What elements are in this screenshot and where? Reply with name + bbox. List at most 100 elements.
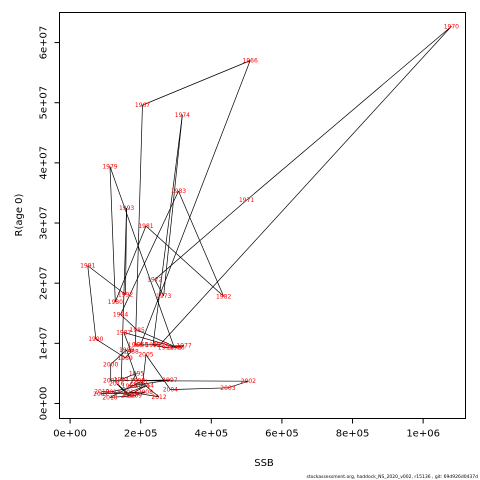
year-label-1995: 1995 <box>129 370 144 377</box>
series-segment <box>100 391 146 395</box>
year-label-1993: 1993 <box>119 205 134 212</box>
year-label-2010: 2010 <box>102 394 117 401</box>
year-label-1998: 1998 <box>130 378 145 385</box>
x-tick-label: 8e+05 <box>336 429 370 440</box>
series-segment <box>109 395 135 398</box>
series-segment <box>113 391 131 396</box>
year-label-2000: 2000 <box>103 361 118 368</box>
year-label-1979: 1979 <box>102 163 117 170</box>
series-segment <box>109 381 141 398</box>
y-tick-label: 2e+07 <box>39 266 50 300</box>
y-tick-label: 1e+07 <box>39 327 50 361</box>
year-label-1983: 1983 <box>171 188 186 195</box>
y-tick-label: 5e+07 <box>39 86 50 120</box>
x-tick-label: 6e+05 <box>265 429 299 440</box>
year-label-2019: 2019 <box>94 388 109 395</box>
year-label-1981: 1981 <box>138 223 153 230</box>
year-label-1971: 1971 <box>239 197 254 204</box>
series-segment <box>137 329 178 348</box>
series-segment <box>163 114 183 296</box>
series-segment <box>109 166 175 348</box>
year-label-1972: 1972 <box>147 277 162 284</box>
series-segment <box>130 391 160 398</box>
year-label-2001: 2001 <box>103 378 118 385</box>
year-label-1999: 1999 <box>119 347 134 354</box>
series-segment <box>116 383 131 396</box>
year-label-1967: 1967 <box>135 102 150 109</box>
year-label-1968: 1968 <box>128 342 143 349</box>
year-label-2013: 2013 <box>122 389 137 396</box>
x-tick-label: 0e+00 <box>53 429 87 440</box>
series-segment <box>135 105 143 346</box>
year-label-1970: 1970 <box>444 23 459 30</box>
series-segment <box>142 354 147 386</box>
y-tick-label: 0e+00 <box>39 387 50 421</box>
year-label-2009: 2009 <box>127 393 142 400</box>
year-label-1975: 1975 <box>145 342 160 349</box>
series-segment <box>135 344 161 346</box>
series-segment <box>95 338 126 359</box>
year-label-2014: 2014 <box>139 382 154 389</box>
x-axis: 0e+00 2e+05 4e+05 6e+05 8e+05 1e+06 <box>53 418 440 440</box>
year-label-1974: 1974 <box>175 112 190 119</box>
series-segment <box>114 225 147 302</box>
year-label-1985: 1985 <box>130 327 145 334</box>
series-segment <box>152 114 183 346</box>
year-label-1986: 1986 <box>169 345 184 352</box>
plot-frame <box>59 12 466 419</box>
series-segment <box>120 190 179 315</box>
year-label-2011: 2011 <box>133 379 148 386</box>
series-segment <box>145 354 171 390</box>
series-segment <box>110 380 249 382</box>
year-label-1997: 1997 <box>162 377 177 384</box>
year-label-2017: 2017 <box>122 392 137 399</box>
y-axis: 0e+00 1e+07 2e+07 3e+07 4e+07 5e+07 6e+07 <box>39 26 60 421</box>
series-segment <box>145 225 224 297</box>
year-label-1988: 1988 <box>124 349 139 356</box>
year-label-2006: 2006 <box>135 382 150 389</box>
series-segment <box>123 332 178 348</box>
series-segment <box>120 207 127 380</box>
series-segment <box>109 166 116 302</box>
year-label-1969: 1969 <box>152 342 167 349</box>
year-label-1991: 1991 <box>80 263 95 270</box>
series-segment <box>126 349 138 381</box>
y-tick-label: 3e+07 <box>39 206 50 240</box>
series-segment <box>246 26 452 201</box>
series-segment <box>178 191 224 297</box>
year-label-2004: 2004 <box>163 387 178 394</box>
year-label-2016: 2016 <box>109 381 124 388</box>
y-tick-label: 6e+07 <box>39 26 50 60</box>
year-label-1994: 1994 <box>114 376 129 383</box>
series-segment <box>129 373 137 387</box>
series-segment <box>101 391 114 393</box>
year-label-2015: 2015 <box>121 393 136 400</box>
x-tick-label: 4e+05 <box>194 429 228 440</box>
year-label-2007: 2007 <box>93 391 108 398</box>
series-segment <box>100 385 143 395</box>
series-segment <box>154 199 247 280</box>
series-segment <box>159 26 452 345</box>
year-label-1989: 1989 <box>118 355 133 362</box>
series-segment <box>87 265 97 340</box>
x-tick-label: 2e+05 <box>124 429 158 440</box>
year-label-1990: 1990 <box>88 336 103 343</box>
year-label-2005: 2005 <box>138 352 153 359</box>
series-segment <box>110 349 127 365</box>
series-segment <box>142 60 251 106</box>
year-label-2012: 2012 <box>151 394 166 401</box>
year-label-1976: 1976 <box>158 345 173 352</box>
year-label-2003: 2003 <box>220 385 235 392</box>
footnote: stockassessment.org, haddock_NS_2020_v00… <box>306 474 478 480</box>
year-label-1996: 1996 <box>122 383 137 390</box>
y-axis-title: R(age 0) <box>14 193 25 236</box>
y-tick-label: 4e+07 <box>39 146 50 180</box>
year-label-2018: 2018 <box>106 389 121 396</box>
recruitment-series <box>87 26 452 398</box>
year-label-1992: 1992 <box>118 292 133 299</box>
year-labels: 1965 1966 1967 1968 1969 1970 1971 1972 1973 1974… <box>80 23 459 401</box>
x-axis-title: SSB <box>254 458 274 469</box>
year-label-1965: 1965 <box>133 342 148 349</box>
series-segment <box>140 381 160 398</box>
